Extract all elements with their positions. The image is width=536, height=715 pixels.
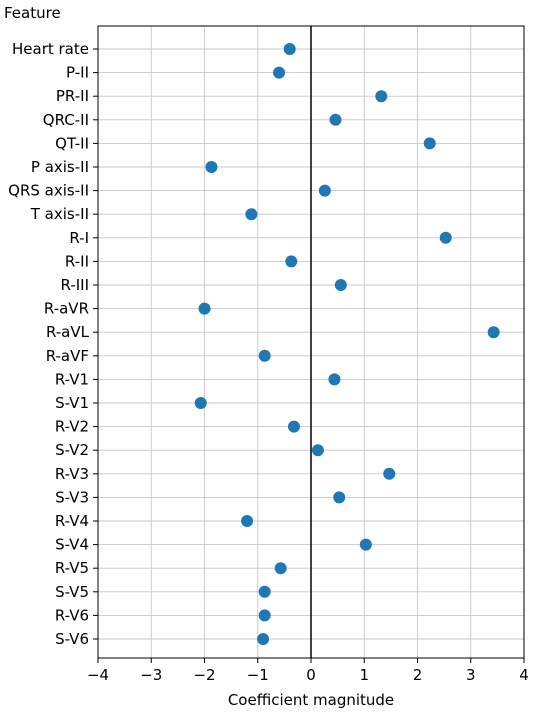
y-tick-label: Heart rate (12, 40, 89, 58)
data-point (439, 231, 452, 244)
y-tick-label: R-V6 (55, 606, 89, 624)
y-axis-title: Feature (4, 4, 61, 22)
x-axis-ticks: −4 −3 −2 −1 0 1 2 3 4 (87, 658, 529, 684)
y-tick-label: R-aVR (44, 300, 89, 318)
y-tick-label: P-II (66, 64, 89, 82)
y-tick-label: QT-II (55, 134, 89, 152)
y-tick-label: R-V1 (55, 370, 89, 388)
x-tick-label: 1 (359, 666, 369, 684)
x-axis-title: Coefficient magnitude (228, 691, 394, 709)
y-tick-label: T axis-II (30, 205, 89, 223)
data-point (287, 420, 300, 433)
y-tick-label: R-V5 (55, 559, 89, 577)
x-tick-label: −2 (193, 666, 215, 684)
y-tick-label: R-III (61, 276, 90, 294)
y-tick-label: S-V5 (55, 583, 89, 601)
data-point (194, 397, 207, 409)
data-point (273, 66, 286, 79)
data-point (334, 279, 347, 291)
x-tick-label: 4 (519, 666, 529, 684)
y-tick-label: QRC-II (43, 111, 89, 129)
data-point (241, 515, 254, 527)
y-tick-label: QRS axis-II (8, 182, 89, 200)
y-tick-label: R-V2 (55, 418, 89, 436)
x-tick-label: −3 (140, 666, 162, 684)
data-point (274, 562, 287, 575)
y-tick-label: S-V1 (55, 394, 89, 412)
data-point (258, 585, 271, 598)
data-point (311, 444, 324, 457)
data-point (285, 255, 298, 268)
data-point (245, 208, 258, 221)
y-axis-ticks: Heart rate P-II PR-II QRC-II QT-II P axis-II Q… (8, 40, 98, 648)
data-point (257, 633, 270, 645)
y-tick-label: S-V4 (55, 536, 89, 554)
data-point (258, 609, 271, 622)
y-tick-label: S-V6 (55, 630, 89, 648)
y-tick-label: R-V3 (55, 465, 89, 483)
data-point (329, 113, 342, 126)
data-point (198, 302, 211, 315)
y-tick-label: R-aVF (46, 347, 89, 365)
x-tick-label: −1 (247, 666, 269, 684)
y-tick-label: S-V2 (55, 441, 89, 459)
y-tick-label: R-I (69, 229, 89, 247)
data-point (258, 349, 271, 362)
data-point (423, 137, 436, 150)
data-point (283, 43, 296, 55)
data-point (333, 491, 346, 504)
data-point (383, 467, 396, 480)
y-tick-label: P axis-II (31, 158, 89, 176)
data-point (318, 184, 331, 197)
data-point (328, 373, 341, 386)
data-points (194, 43, 500, 645)
x-tick-label: 3 (466, 666, 476, 684)
data-point (487, 326, 500, 339)
x-tick-label: −4 (87, 666, 109, 684)
data-point (205, 161, 218, 173)
y-tick-label: R-aVL (46, 323, 90, 341)
y-tick-label: S-V3 (55, 488, 89, 506)
data-point (375, 90, 388, 103)
y-tick-label: PR-II (56, 87, 89, 105)
y-tick-label: R-V4 (55, 512, 89, 530)
x-tick-label: 2 (413, 666, 423, 684)
y-tick-label: R-II (65, 252, 89, 270)
data-point (359, 538, 372, 551)
x-tick-label: 0 (306, 666, 316, 684)
